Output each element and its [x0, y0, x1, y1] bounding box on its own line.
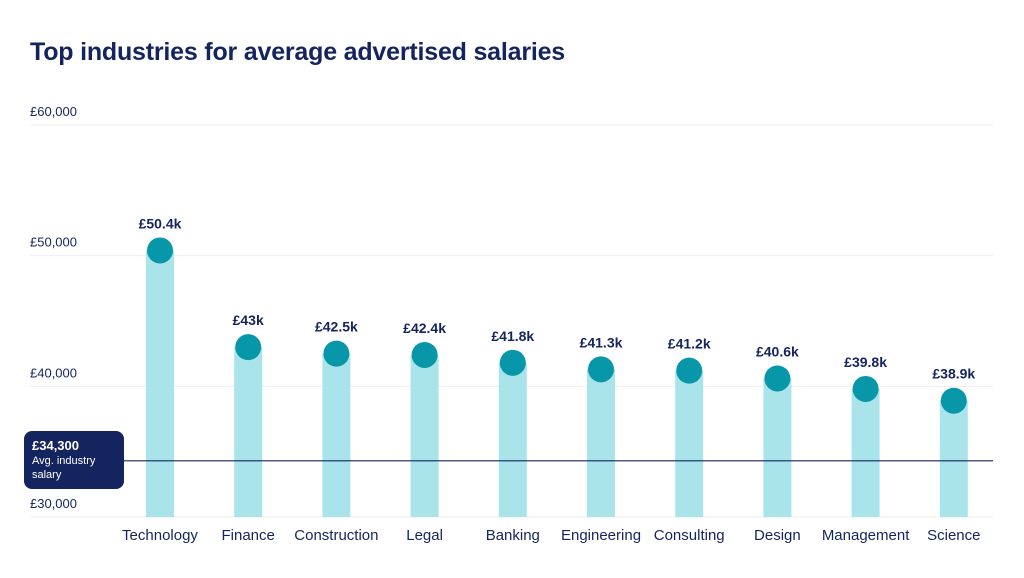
avg-industry-salary-callout: £34,300 Avg. industry salary [24, 431, 124, 489]
value-label: £41.8k [491, 328, 534, 344]
bar-marker-consulting [676, 357, 703, 384]
bar-science [939, 400, 968, 517]
bar-marker-legal [411, 341, 438, 368]
x-tick-label: Banking [486, 527, 540, 544]
x-tick-label: Management [822, 527, 910, 544]
x-tick-label: Engineering [561, 527, 641, 544]
bar-marker-finance [235, 334, 262, 361]
value-label: £42.4k [403, 320, 446, 336]
value-label: £43k [233, 312, 264, 328]
value-label: £42.5k [315, 319, 358, 335]
value-label: £39.8k [844, 354, 887, 370]
value-label: £50.4k [139, 215, 182, 231]
bar-marker-design [764, 365, 791, 392]
bar-finance [234, 347, 263, 517]
y-tick-label: £40,000 [30, 365, 77, 380]
bars [146, 250, 968, 517]
value-label: £41.2k [668, 336, 711, 352]
bar-engineering [587, 369, 615, 517]
markers [147, 237, 967, 414]
bar-marker-management [852, 375, 879, 402]
bar-marker-technology [147, 237, 173, 264]
bar-marker-science [940, 387, 967, 414]
bar-consulting [675, 370, 704, 517]
bar-legal [410, 354, 439, 517]
bar-banking [498, 362, 527, 517]
x-tick-label: Technology [122, 527, 198, 544]
bar-marker-engineering [588, 356, 614, 383]
chart-title: Top industries for average advertised sa… [30, 38, 566, 66]
bar-design [763, 378, 792, 517]
x-tick-label: Consulting [654, 527, 725, 544]
x-tick-label: Legal [406, 527, 443, 544]
x-tick-label: Design [754, 527, 801, 544]
y-tick-label: £50,000 [30, 235, 77, 250]
x-tick-label: Construction [294, 527, 378, 544]
avg-salary-value: £34,300 [32, 438, 79, 453]
bar-marker-banking [499, 349, 526, 376]
y-axis-ticks: £30,000 £40,000 £50,000 £60,000 [30, 104, 77, 511]
y-tick-label: £30,000 [30, 496, 77, 511]
value-label: £40.6k [756, 343, 799, 359]
value-label: £41.3k [580, 334, 623, 350]
x-axis-ticks: Technology Finance Construction Legal Bankin… [122, 527, 980, 544]
bar-marker-construction [323, 340, 350, 367]
value-label: £38.9k [932, 366, 975, 382]
x-tick-label: Science [927, 527, 980, 544]
y-tick-label: £60,000 [30, 104, 77, 119]
value-labels: £50.4k £43k £42.5k £42.4k £41.8k £41.3k £41.2k… [139, 215, 976, 381]
bar-management [851, 388, 880, 517]
avg-salary-label: Avg. industry salary [32, 455, 96, 481]
bar-construction [322, 353, 351, 517]
x-tick-label: Finance [222, 527, 275, 544]
bar-technology [146, 250, 174, 517]
